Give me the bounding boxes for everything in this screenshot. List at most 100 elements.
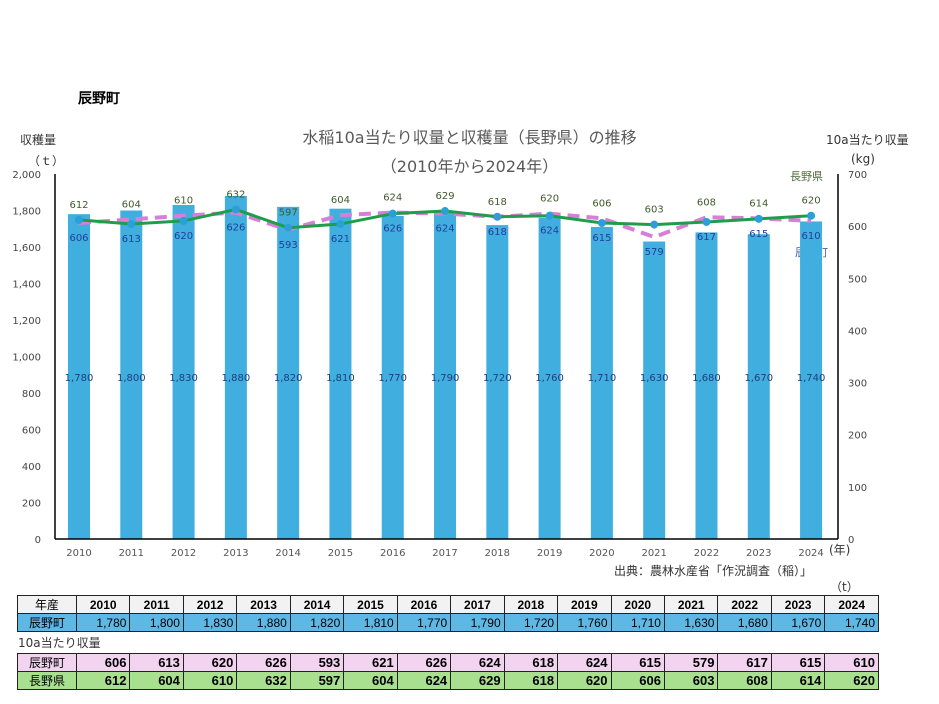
town-yield-cell: 624 — [450, 653, 505, 672]
town-value-label: 626 — [226, 223, 245, 234]
harvest-cell: 1,800 — [129, 613, 184, 632]
pref-yield-cell: 620 — [824, 671, 879, 690]
x-tick-label: 2018 — [485, 548, 510, 559]
harvest-cell: 1,680 — [717, 613, 772, 632]
left-tick-label: 1,200 — [12, 316, 41, 327]
harvest-table: 年産 2010 2011 2012 2013 2014 2015 2016 2017 2018 2… — [17, 595, 879, 632]
harvest-cell: 1,880 — [236, 613, 291, 632]
year-header-cell: 2023 — [770, 595, 826, 614]
town-yield-cell: 593 — [289, 653, 345, 672]
year-header-cell: 2022 — [717, 595, 772, 614]
harvest-cell: 1,810 — [343, 613, 398, 632]
x-tick-label: 2022 — [694, 548, 719, 559]
pref-value-label: 629 — [435, 191, 454, 202]
right-tick-label: 700 — [848, 170, 867, 181]
pref-yield-row: 長野県 612 604 610 632 597 604 624 629 618 620 606 603… — [17, 671, 879, 690]
town-yield-cell: 610 — [824, 653, 879, 672]
town-value-label: 613 — [122, 234, 141, 245]
bar-value-label: 1,780 — [65, 373, 94, 384]
pref-marker — [388, 209, 397, 218]
left-tick-label: 800 — [22, 389, 41, 400]
harvest-cell: 1,820 — [289, 613, 345, 632]
right-axis-unit: (kg) — [851, 152, 875, 166]
pref-yield-cell: 603 — [663, 671, 719, 690]
pref-marker — [597, 219, 606, 228]
pref-marker — [336, 220, 345, 229]
right-tick-label: 300 — [848, 379, 867, 390]
year-header-cell: 2016 — [396, 595, 452, 614]
x-tick-label: 2024 — [798, 548, 823, 559]
x-tick-label: 2021 — [641, 548, 666, 559]
pref-value-label: 624 — [383, 193, 402, 204]
bar-value-label: 1,800 — [117, 373, 146, 384]
pref-value-label: 604 — [331, 195, 350, 206]
pref-yield-cell: 604 — [343, 671, 398, 690]
pref-value-label: 603 — [645, 205, 664, 216]
left-axis-unit: （ｔ） — [28, 154, 65, 168]
year-header-cell: 2017 — [450, 595, 505, 614]
town-value-label: 624 — [435, 224, 454, 235]
chart-title: 水稲10a当たり収量と収穫量（長野県）の推移 — [302, 128, 637, 147]
bar-value-label: 1,630 — [640, 373, 669, 384]
town-yield-cell: 620 — [182, 653, 238, 672]
pref-value-label: 597 — [279, 208, 298, 219]
pref-marker — [284, 223, 293, 232]
pref-value-label: 610 — [174, 196, 193, 207]
pref-yield-cell: 632 — [236, 671, 291, 690]
bar-value-label: 1,790 — [431, 373, 460, 384]
town-yield-cell: 626 — [396, 653, 452, 672]
pref-value-label: 612 — [69, 200, 88, 211]
x-axis-unit: (年) — [829, 543, 851, 557]
year-header-cell: 2021 — [663, 595, 719, 614]
x-tick-label: 2010 — [66, 548, 91, 559]
pref-value-label: 618 — [488, 197, 507, 208]
pref-value-label: 604 — [122, 199, 141, 210]
town-value-label: 620 — [174, 231, 193, 242]
year-header-cell: 2010 — [75, 595, 131, 614]
town-yield-row: 辰野町 606 613 620 626 593 621 626 624 618 624 615 579… — [17, 653, 879, 672]
town-value-label: 615 — [749, 229, 768, 240]
town-title: 辰野町 — [78, 91, 120, 107]
year-header-cell: 2012 — [182, 595, 238, 614]
town-row-label: 辰野町 — [17, 653, 77, 672]
left-tick-label: 600 — [22, 426, 41, 437]
town-value-label: 621 — [331, 234, 350, 245]
pref-yield-cell: 597 — [289, 671, 345, 690]
x-tick-label: 2020 — [589, 548, 614, 559]
yield-section-label: 10a当たり収量 — [18, 636, 101, 650]
left-tick-label: 0 — [35, 535, 41, 546]
x-tick-label: 2014 — [275, 548, 300, 559]
bar — [747, 234, 770, 539]
town-yield-cell: 618 — [503, 653, 559, 672]
bar-value-label: 1,720 — [483, 373, 512, 384]
town-yield-cell: 615 — [770, 653, 826, 672]
harvest-cell: 1,740 — [824, 613, 879, 632]
town-yield-cell: 626 — [236, 653, 291, 672]
pref-yield-cell: 612 — [75, 671, 131, 690]
bar — [538, 217, 561, 540]
header-label: 年産 — [17, 595, 77, 614]
town-value-label: 624 — [540, 226, 559, 237]
bar — [329, 208, 352, 540]
pref-marker — [75, 215, 83, 224]
table-header-row: 年産 2010 2011 2012 2013 2014 2015 2016 2017 2018 2… — [17, 595, 879, 614]
pref-marker — [231, 205, 240, 214]
bar — [381, 215, 404, 539]
right-axis-label: 10a当たり収量 — [826, 133, 909, 147]
pref-marker — [493, 212, 502, 221]
x-tick-label: 2023 — [746, 548, 771, 559]
bar-value-label: 1,810 — [326, 373, 355, 384]
harvest-cell: 1,790 — [450, 613, 505, 632]
pref-yield-cell: 608 — [717, 671, 772, 690]
right-tick-label: 200 — [848, 431, 867, 442]
town-yield-cell: 579 — [663, 653, 719, 672]
bar — [120, 210, 143, 539]
pref-yield-cell: 618 — [503, 671, 559, 690]
bar — [486, 225, 509, 539]
pref-row-label: 長野県 — [17, 671, 77, 690]
chart-subtitle: （2010年から2024年） — [380, 157, 559, 176]
bar-value-label: 1,770 — [378, 373, 407, 384]
pref-yield-cell: 620 — [557, 671, 612, 690]
bar — [590, 226, 613, 540]
